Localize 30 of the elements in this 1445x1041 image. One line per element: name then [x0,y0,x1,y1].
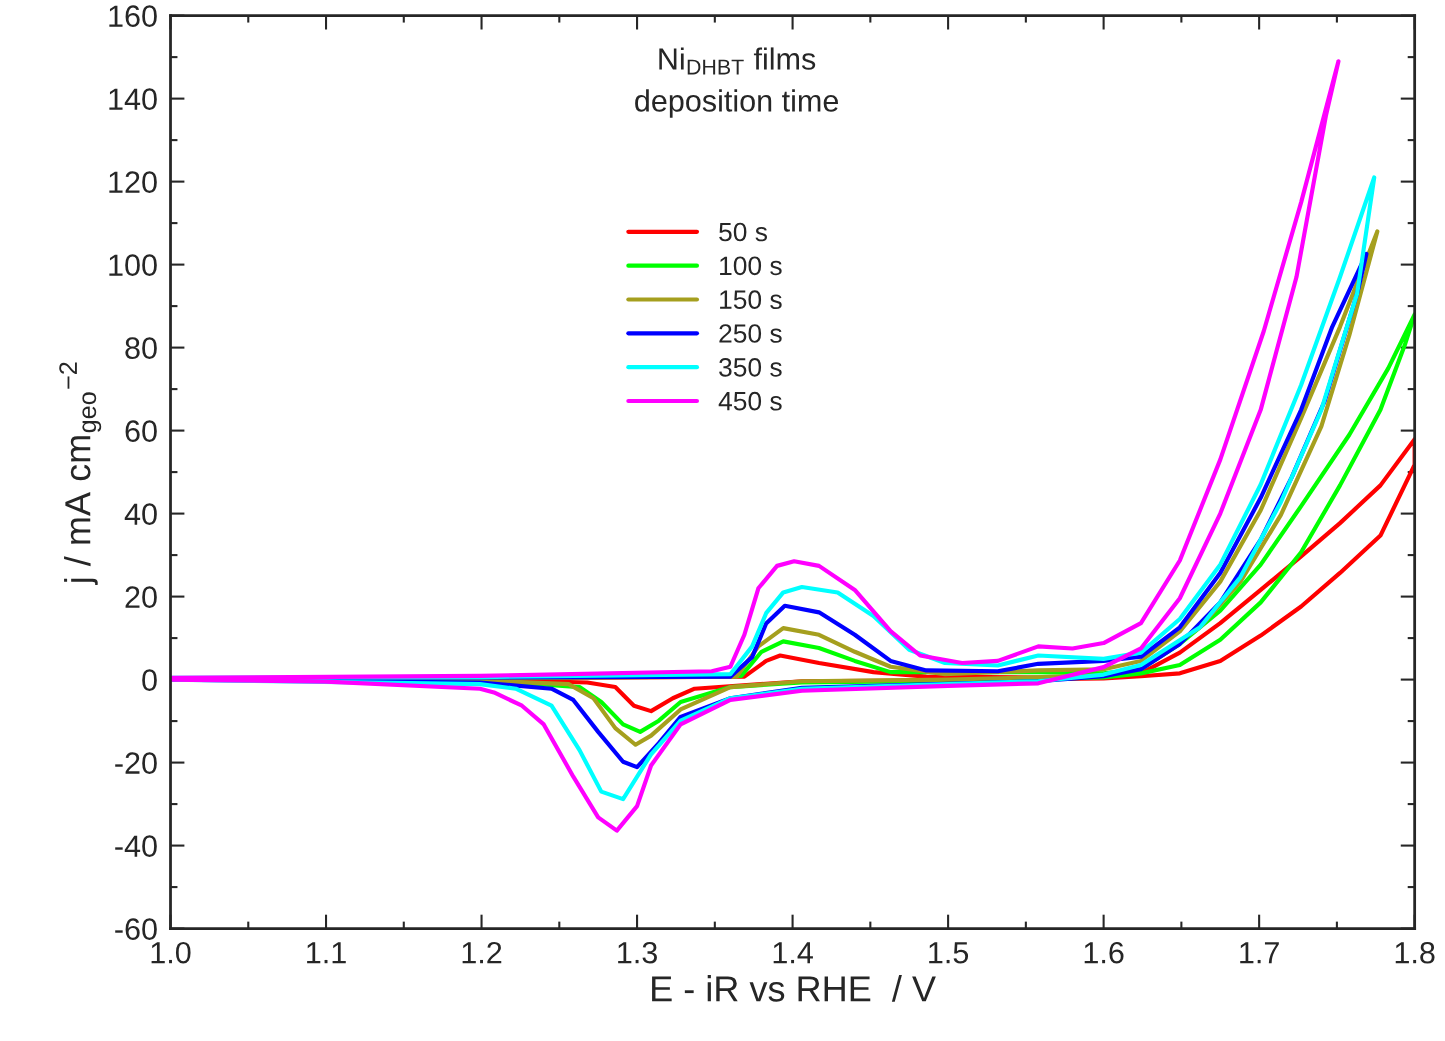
x-tick-label: 1.4 [773,942,813,964]
x-tick-label: 1.2 [462,941,502,964]
y-tick-label: -20 [115,752,157,774]
legend-label: 450 s [718,391,782,411]
y-tick-label: 140 [109,88,157,110]
y-tick-label: 20 [125,586,157,608]
x-tick-label: 1.3 [618,941,657,964]
x-tick-label: 1.6 [1084,941,1124,964]
legend-label: 150 s [720,290,782,310]
x-tick-label: 1.7 [1240,942,1279,964]
y-tick-label: 80 [125,337,157,359]
y-tick-label: -40 [115,835,157,857]
legend-label: 250 s [719,324,782,343]
x-tick-label: 1.5 [929,942,969,964]
legend-title: Ni$_{DHBT}$ films deposition time [635,47,838,118]
y-tick-label: 0 [142,669,157,691]
legend-label: 350 s [719,358,782,377]
y-tick-label: 40 [124,503,157,525]
x-tick-label: 1.0 [151,941,191,964]
y-axis-title: j / mA cm$_{geo}$$^{−2}$ [59,362,102,586]
x-axis-title: E - iR vs RHE / V [652,975,936,1002]
legend-label: 100 s [720,256,782,276]
y-tick-label: -60 [115,918,157,940]
x-tick-label: 1.8 [1395,941,1435,964]
y-tick-label: 100 [109,254,157,276]
y-tick-label: 60 [125,420,157,442]
x-tick-label: 1.1 [307,942,346,964]
y-tick-label: 160 [109,5,157,27]
y-tick-label: 120 [109,171,157,193]
legend-label: 50 s [719,222,767,242]
